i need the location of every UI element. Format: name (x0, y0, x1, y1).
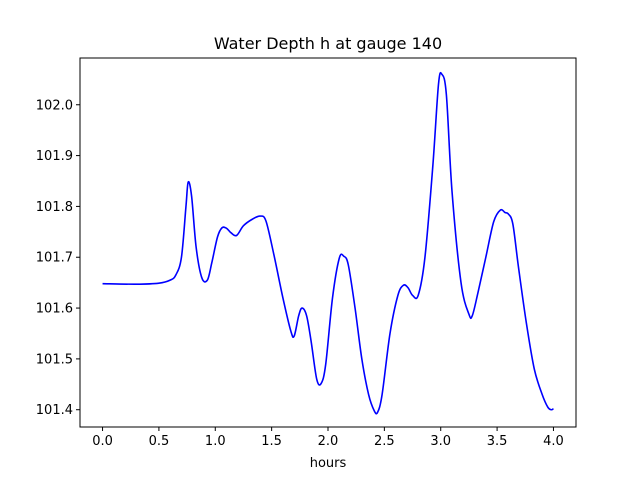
plot-frame (79, 57, 577, 428)
y-tick-label: 101.7 (36, 251, 73, 266)
axes-layer: 0.0 0.5 1.0 1.5 2.0 2.5 3.0 3.5 4.0 101.4 101.5 101… (36, 98, 564, 449)
y-tick-label: 101.4 (36, 403, 73, 418)
y-tick-label: 101.5 (36, 352, 73, 367)
x-tick-label: 1.0 (205, 434, 226, 449)
y-tick-label: 102.0 (36, 98, 73, 113)
x-axis-label: hours (310, 456, 347, 471)
chart-title: Water Depth h at gauge 140 (214, 34, 442, 53)
x-tick-label: 3.5 (487, 434, 508, 449)
series-line (102, 71, 554, 415)
x-tick-label: 0.5 (149, 434, 170, 449)
x-tick-label: 0.0 (92, 434, 113, 449)
x-tick-label: 2.5 (374, 434, 395, 449)
plot-layer (102, 71, 554, 415)
y-tick-label: 101.6 (36, 302, 73, 317)
x-tick-label: 1.5 (261, 434, 282, 449)
x-tick-label: 2.0 (318, 434, 339, 449)
x-tick-label: 3.0 (430, 434, 451, 449)
y-tick-label: 101.9 (36, 149, 73, 164)
y-tick-label: 101.8 (36, 200, 73, 215)
x-tick-label: 4.0 (543, 434, 564, 449)
